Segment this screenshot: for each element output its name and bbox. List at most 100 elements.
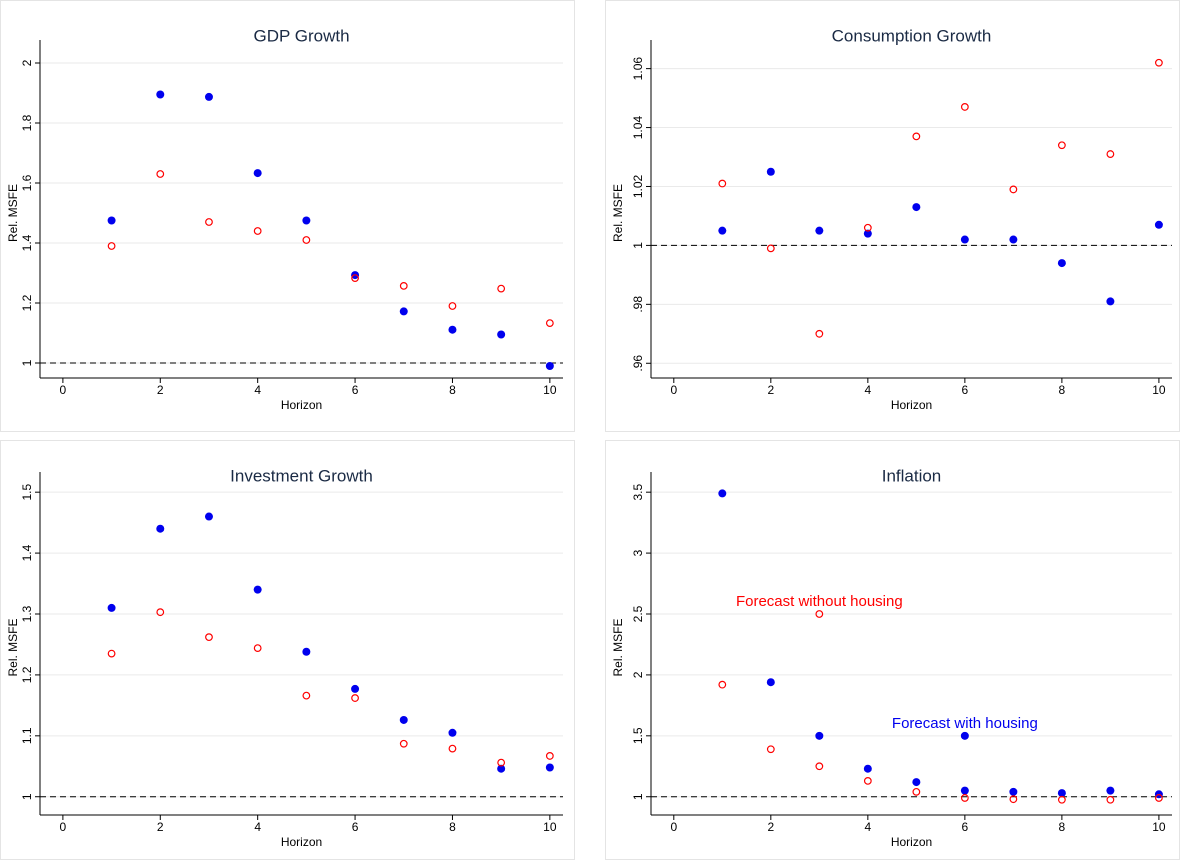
point (156, 90, 165, 99)
point (1057, 789, 1066, 798)
panel: Inflation 1 1.5 2 2.5 3 3.5 0 2 4 6 8 10 Horizon Rel. … (605, 440, 1180, 860)
annotation: Forecast without housing (736, 593, 903, 610)
chart-title: Consumption Growth (832, 26, 992, 45)
point (815, 226, 824, 235)
point (253, 585, 262, 594)
point (718, 680, 727, 689)
x-axis-label: Horizon (281, 835, 322, 849)
point (766, 244, 775, 253)
x-tick-label: 6 (352, 383, 359, 397)
x-tick-label: 4 (864, 820, 871, 834)
y-tick-label: 1.5 (20, 484, 34, 501)
x-tick-label: 6 (962, 383, 969, 397)
y-tick-label: 1.4 (20, 544, 34, 561)
point (545, 319, 554, 328)
x-tick-label: 8 (449, 820, 456, 834)
y-tick-label: 2.5 (631, 605, 645, 622)
point (1009, 235, 1018, 244)
point (302, 216, 311, 225)
point (205, 218, 213, 226)
point (1155, 58, 1163, 67)
y-tick-label: 2 (631, 671, 645, 678)
point (718, 179, 727, 188)
y-tick-label: 1.2 (20, 294, 34, 311)
point (960, 731, 969, 740)
point (399, 282, 408, 290)
x-tick-label: 8 (1059, 820, 1066, 834)
y-tick-label: 1.3 (20, 605, 34, 622)
point (497, 330, 506, 339)
x-axis-label: Horizon (891, 835, 932, 849)
y-tick-label: .98 (631, 296, 645, 313)
y-axis-label: Rel. MSFE (611, 184, 625, 242)
x-tick-label: 2 (157, 820, 164, 834)
y-tick-label: 1.06 (631, 57, 645, 81)
point (253, 644, 262, 653)
y-axis-label: Rel. MSFE (6, 184, 20, 242)
x-axis-label: Horizon (891, 398, 932, 412)
point (107, 216, 116, 225)
point (156, 524, 165, 533)
x-tick-label: 0 (670, 820, 677, 834)
point (351, 694, 359, 702)
point (1057, 141, 1066, 150)
y-tick-label: .96 (631, 355, 645, 372)
point (302, 236, 311, 244)
point (815, 762, 824, 771)
y-tick-label: 1.02 (631, 174, 645, 198)
point (545, 752, 554, 760)
point (815, 731, 824, 740)
panel: Consumption Growth .96 .98 1 1.02 1.04 1.06 0 2 4… (605, 0, 1180, 432)
x-tick-label: 2 (157, 383, 164, 397)
chart-title: Inflation (882, 466, 942, 485)
point (497, 758, 506, 767)
point (253, 227, 262, 235)
point (1106, 150, 1115, 158)
x-tick-label: 0 (60, 820, 67, 834)
x-tick-label: 4 (254, 820, 261, 834)
point (497, 764, 506, 773)
y-tick-label: 1 (631, 242, 645, 249)
point (815, 329, 824, 338)
point (960, 103, 969, 111)
point (107, 603, 116, 612)
point (351, 684, 360, 693)
point (545, 763, 554, 772)
point (253, 169, 262, 178)
x-tick-label: 8 (1059, 383, 1066, 397)
y-tick-label: 1.1 (20, 727, 34, 744)
point (863, 223, 872, 232)
y-axis-label: Rel. MSFE (6, 618, 20, 676)
point (960, 235, 969, 244)
x-tick-label: 10 (543, 820, 557, 834)
point (718, 489, 727, 498)
x-tick-label: 4 (254, 383, 261, 397)
point (302, 691, 311, 700)
y-tick-label: 1.8 (20, 114, 34, 131)
y-tick-label: 1 (631, 793, 645, 800)
point (156, 608, 165, 617)
y-tick-label: 2 (20, 59, 34, 66)
point (156, 170, 165, 178)
x-tick-label: 0 (670, 383, 677, 397)
y-axis-label: Rel. MSFE (611, 618, 625, 676)
x-tick-label: 6 (962, 820, 969, 834)
panel: GDP Growth 1 1.2 1.4 1.6 1.8 2 0 2 4 6 8 10 Horizon Re… (0, 0, 575, 432)
panel-frame (0, 440, 575, 860)
point (912, 778, 921, 787)
y-tick-label: 1.5 (631, 727, 645, 744)
point (497, 284, 506, 293)
x-tick-label: 4 (864, 383, 871, 397)
y-tick-label: 1.2 (20, 666, 34, 683)
point (107, 242, 116, 250)
x-tick-label: 6 (352, 820, 359, 834)
point (545, 362, 554, 370)
y-tick-label: 1.6 (20, 174, 34, 191)
panel-frame (605, 0, 1180, 432)
point (1009, 787, 1018, 796)
point (766, 678, 775, 687)
point (766, 745, 775, 754)
panel-frame (0, 0, 575, 432)
point (1155, 794, 1163, 802)
